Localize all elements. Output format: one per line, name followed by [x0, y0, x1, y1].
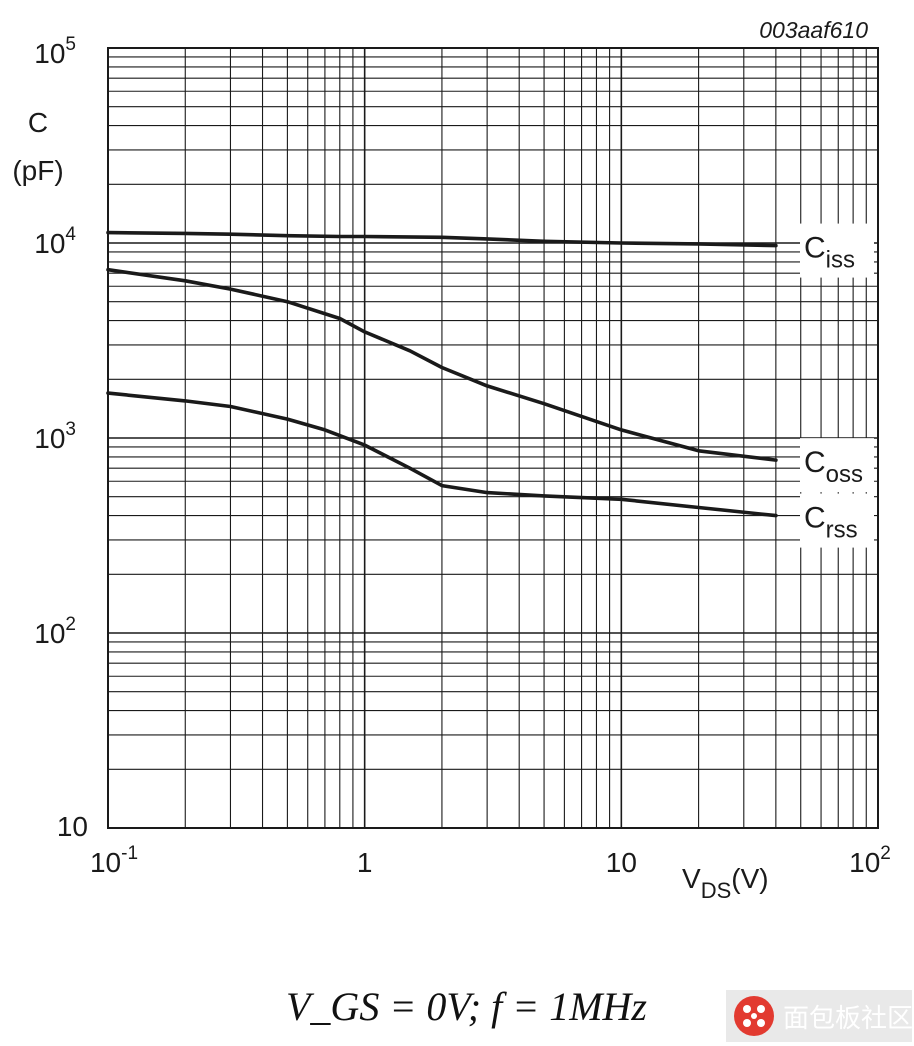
svg-text:Ciss: Ciss: [804, 232, 855, 274]
series-labels: Ciss Coss Crss: [800, 223, 874, 548]
series-label-crss: Crss: [800, 493, 874, 548]
series-coss-line: [106, 267, 778, 462]
series-label-coss: Coss: [800, 438, 874, 493]
y-axis-label-symbol: C: [28, 107, 48, 138]
test-conditions: V_GS = 0V; f = 1MHz: [286, 984, 647, 1029]
y-tick-label: 105: [34, 34, 76, 69]
x-axis-label-base: V: [682, 863, 701, 894]
y-tick-label: 10: [57, 811, 88, 842]
watermark: 面包板社区: [726, 990, 913, 1042]
x-axis-label-unit: (V): [731, 863, 768, 894]
x-tick-label: 10: [606, 847, 637, 878]
x-axis-label: VDS(V): [682, 863, 769, 903]
svg-text:Crss: Crss: [804, 502, 858, 544]
y-tick-label: 104: [34, 224, 76, 259]
series-label-ciss: Ciss: [800, 223, 874, 278]
watermark-text: 面包板社区: [783, 1004, 913, 1034]
chart-grid: [107, 48, 878, 829]
series-ciss-line: [106, 230, 778, 248]
x-axis-label-sub: DS: [701, 878, 732, 903]
x-tick-label: 102: [849, 843, 891, 878]
watermark-logo-icon: [734, 996, 774, 1036]
axis-tick-labels: 10 102 103 104 105 10-1 1 10 102: [34, 34, 891, 878]
x-tick-label: 1: [357, 847, 373, 878]
x-tick-label: 10-1: [90, 843, 138, 878]
y-tick-label: 102: [34, 614, 76, 649]
y-tick-label: 103: [34, 419, 76, 454]
svg-text:Coss: Coss: [804, 446, 863, 488]
series-layer: [106, 230, 778, 518]
series-crss-line: [106, 391, 778, 518]
figure-code: 003aaf610: [759, 17, 868, 43]
plot-frame: [107, 47, 879, 829]
y-axis-label-unit: (pF): [12, 155, 63, 186]
